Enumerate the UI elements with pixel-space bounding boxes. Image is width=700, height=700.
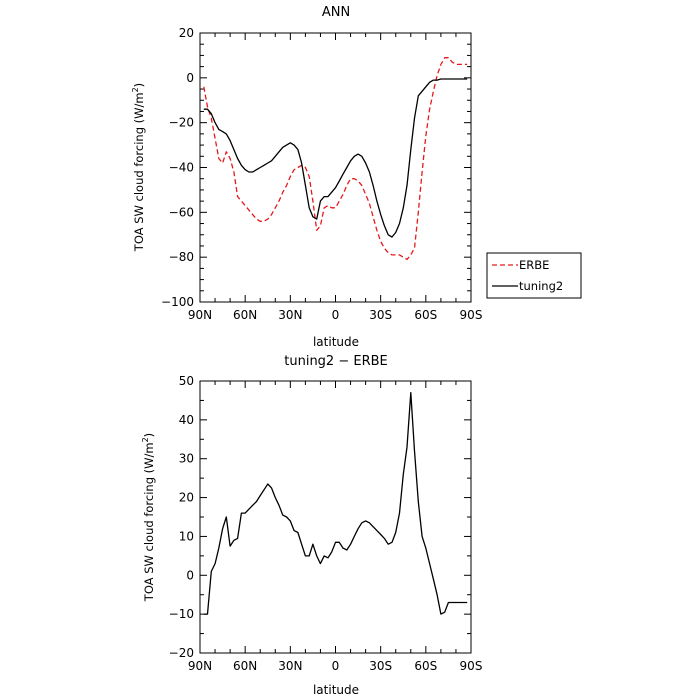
x-tick-label: 90N [188,308,212,322]
y-axis-label-sup: 2 [141,437,150,442]
y-tick-label: −20 [169,646,194,660]
y-tick-label: −40 [169,161,194,175]
x-tick-label: 90N [188,659,212,673]
y-tick-label: 0 [186,568,194,582]
chart-title: ANN [322,5,350,20]
series-line-erbe [203,57,468,261]
y-tick-label: −80 [169,250,194,264]
y-tick-label: 0 [186,71,194,85]
chart-top: ANN 90N 60N 30N 0 30S 60S 90S 20 0 −20 −40 −60 −80 −1… [131,5,582,349]
y-axis-label: TOA SW cloud forcing (W/m2) [141,433,156,602]
x-tick-label: 90S [460,659,483,673]
x-axis-label: latitude [313,683,359,697]
series-group [203,57,468,261]
x-tick-label: 0 [332,659,340,673]
x-axis-label: latitude [313,335,359,349]
y-axis-label: TOA SW cloud forcing (W/m2) [131,83,146,252]
x-tick-label: 30S [369,659,392,673]
x-tick-label: 90S [460,308,483,322]
y-axis-label-tail: ) [132,83,146,88]
x-tick-label: 60S [414,308,437,322]
y-tick-label: 10 [179,529,194,543]
legend-box [486,252,582,299]
legend-label-tuning2: tuning2 [519,279,563,293]
y-tick-label: 50 [179,374,194,388]
y-tick-label: −100 [161,295,194,309]
x-tick-label: 60N [233,659,257,673]
y-axis-label-main: TOA SW cloud forcing (W/m [132,92,146,252]
y-axis-label-sup: 2 [131,87,140,92]
chart-title: tuning2 − ERBE [284,354,388,369]
y-tick-label: 20 [179,491,194,505]
series-line [203,392,468,615]
y-tick-label: −20 [169,116,194,130]
tick-group: 90N 60N 30N 0 30S 60S 90S 50 40 30 20 10 0 −10 −20 [169,374,483,673]
x-tick-label: 60N [233,308,257,322]
x-tick-label: 30N [278,659,302,673]
legend-label-erbe: ERBE [519,258,549,272]
series-line-tuning2 [203,78,468,238]
x-tick-label: 60S [414,659,437,673]
legend: ERBE tuning2 [486,252,582,299]
x-tick-label: 30N [278,308,302,322]
plot-frame [199,32,472,303]
y-tick-label: 40 [179,413,194,427]
y-tick-label: 30 [179,452,194,466]
y-tick-label: 20 [179,26,194,40]
y-axis-label-main: TOA SW cloud forcing (W/m [142,442,156,602]
x-tick-label: 30S [369,308,392,322]
series-group [203,392,468,615]
y-tick-label: −60 [169,205,194,219]
y-axis-label-tail: ) [142,433,156,438]
x-tick-label: 0 [332,308,340,322]
tick-group: 90N 60N 30N 0 30S 60S 90S 20 0 −20 −40 −60 −80 −100 [161,26,482,322]
y-tick-label: −10 [169,607,194,621]
chart-bottom: tuning2 − ERBE 90N 60N 30N 0 30S 60S 90S 50 40 30… [141,354,482,697]
